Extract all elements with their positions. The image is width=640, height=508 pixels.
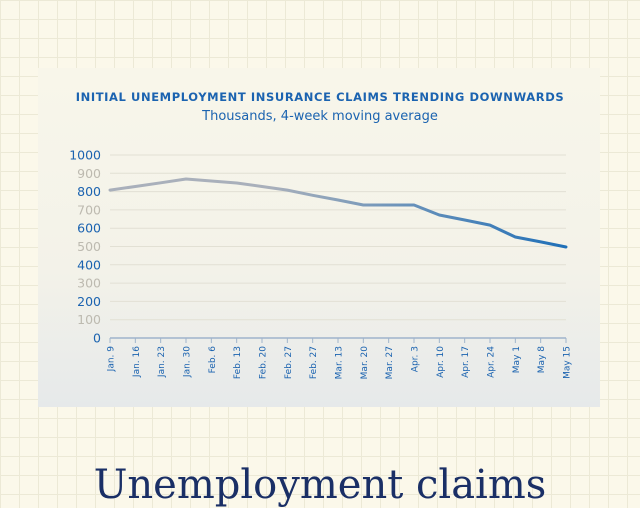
x-tick-label: Jan. 30 bbox=[183, 346, 193, 378]
x-tick-label: Feb. 13 bbox=[233, 346, 243, 379]
x-tick-label: Feb. 27 bbox=[309, 346, 319, 379]
x-tick-label: Apr. 17 bbox=[461, 346, 471, 378]
x-tick-label: May 1 bbox=[512, 346, 522, 373]
x-tick-label: May 15 bbox=[563, 346, 573, 379]
y-tick-label: 200 bbox=[77, 294, 101, 309]
x-tick-label: Mar. 20 bbox=[360, 346, 370, 380]
claims-line bbox=[110, 179, 566, 247]
y-tick-label: 0 bbox=[93, 331, 101, 346]
x-tick-label: Jan. 9 bbox=[107, 346, 117, 373]
y-tick-label: 500 bbox=[77, 239, 101, 254]
y-tick-label: 300 bbox=[77, 276, 101, 291]
y-tick-label: 1000 bbox=[69, 148, 101, 163]
x-tick-label: May 8 bbox=[537, 346, 547, 373]
x-tick-label: Jan. 16 bbox=[132, 346, 142, 378]
x-tick-label: Mar. 27 bbox=[385, 346, 395, 379]
y-tick-label: 100 bbox=[77, 312, 101, 327]
y-tick-label: 700 bbox=[77, 202, 101, 217]
y-tick-label: 600 bbox=[77, 221, 101, 236]
line-chart: 0 100 200 300 400 500 600 700 800 900 1000 Jan. 9 Ja… bbox=[0, 0, 640, 480]
y-tick-label: 900 bbox=[77, 166, 101, 181]
x-tick-label: Jan. 23 bbox=[157, 346, 167, 378]
x-tick-label: Apr. 3 bbox=[411, 346, 421, 372]
x-tick-label: Apr. 24 bbox=[487, 346, 497, 378]
x-tick-label: Feb. 20 bbox=[259, 346, 269, 379]
x-tick-label: Feb. 6 bbox=[208, 346, 218, 374]
x-tick-label: Mar. 13 bbox=[335, 346, 345, 379]
x-tick-label: Feb. 27 bbox=[284, 346, 294, 379]
x-tick-label: Apr. 10 bbox=[436, 346, 446, 378]
article-heading: Unemployment claims bbox=[0, 462, 640, 508]
y-tick-label: 800 bbox=[77, 184, 101, 199]
y-tick-label: 400 bbox=[77, 257, 101, 272]
